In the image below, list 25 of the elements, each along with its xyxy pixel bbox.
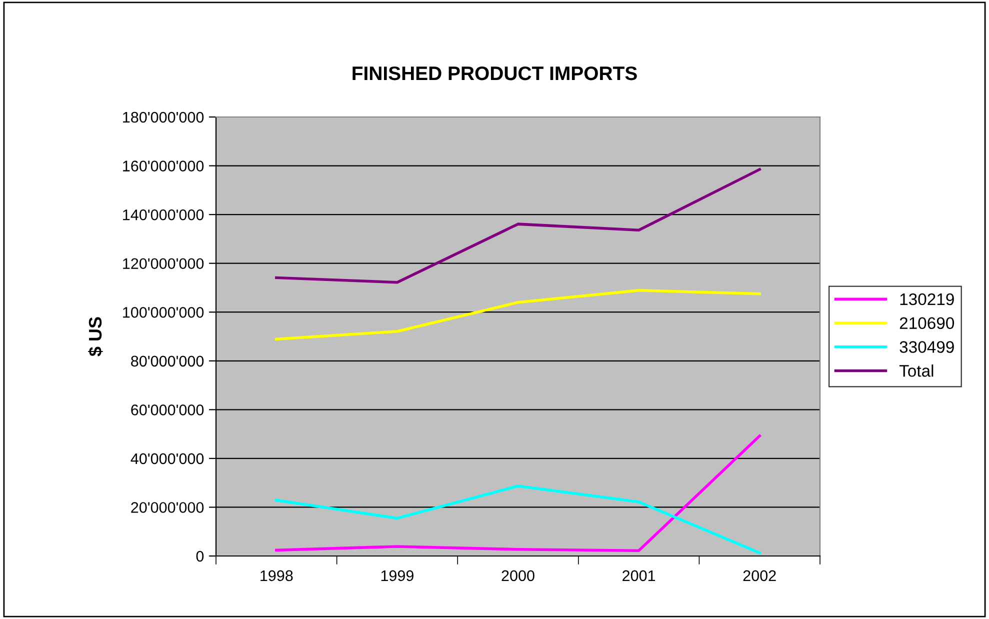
line-series bbox=[275, 168, 761, 284]
line-series bbox=[275, 434, 761, 552]
y-tick-label: 60'000'000 bbox=[131, 404, 204, 416]
legend-label: 210690 bbox=[900, 317, 954, 330]
legend-label: 130219 bbox=[900, 293, 954, 306]
legend-label: 330499 bbox=[900, 341, 954, 353]
y-tick-label: 160'000'000 bbox=[123, 160, 204, 172]
y-tick-label: 0 bbox=[196, 550, 204, 562]
x-tick-label: 1999 bbox=[381, 570, 414, 582]
x-tick-label: 2000 bbox=[502, 570, 534, 582]
line-series bbox=[275, 289, 761, 341]
chart-title: FINISHED PRODUCT IMPORTS bbox=[352, 66, 637, 80]
y-tick-label: 120'000'000 bbox=[123, 258, 204, 270]
y-tick-label: 180'000'000 bbox=[123, 112, 204, 123]
x-tick-label: 2002 bbox=[743, 570, 776, 582]
y-tick-label: 20'000'000 bbox=[131, 502, 204, 513]
x-tick-label: 1998 bbox=[260, 570, 293, 582]
y-axis-title: $ US bbox=[88, 317, 103, 356]
y-tick-label: 100'000'000 bbox=[123, 306, 204, 318]
y-tick-label: 40'000'000 bbox=[130, 453, 204, 464]
x-tick-label: 2001 bbox=[622, 570, 656, 582]
y-tick-label: 140'000'000 bbox=[123, 209, 204, 220]
y-tick-label: 80'000'000 bbox=[131, 356, 204, 367]
line-series bbox=[275, 484, 761, 554]
legend-label: Total bbox=[899, 364, 934, 377]
